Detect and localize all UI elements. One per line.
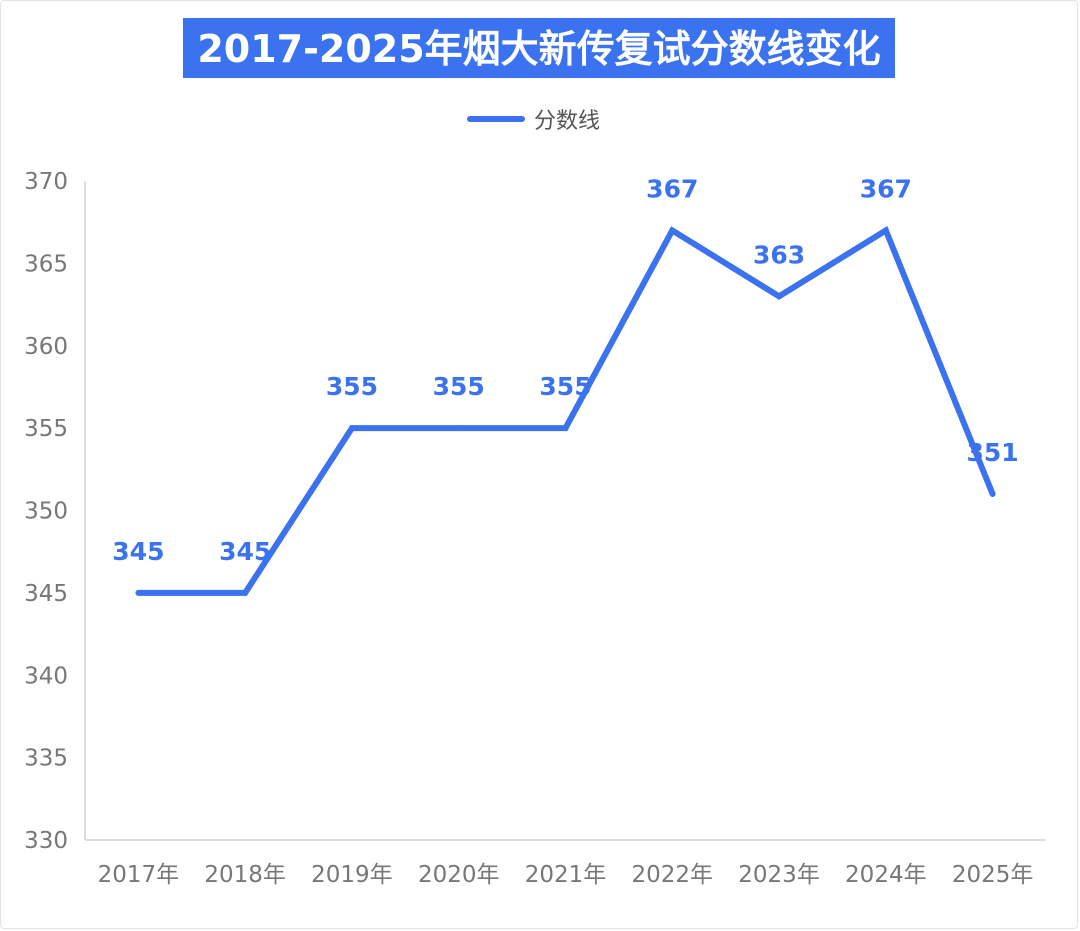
x-tick-label: 2018年	[204, 862, 286, 888]
x-tick-label: 2021年	[525, 862, 607, 888]
data-point	[242, 589, 249, 596]
data-label: 355	[326, 372, 378, 401]
legend: 分数线	[467, 109, 600, 134]
series-layer	[135, 226, 996, 596]
data-label: 363	[753, 240, 805, 269]
x-tick-label: 2025年	[952, 862, 1034, 888]
y-tick-label: 365	[24, 251, 68, 277]
data-label: 367	[646, 174, 698, 203]
x-tick-label: 2019年	[311, 862, 393, 888]
y-tick-label: 350	[24, 499, 68, 525]
data-labels: 345 345 355 355 355 367 363 367 351	[112, 174, 1018, 565]
y-tick-label: 345	[24, 581, 68, 607]
x-tick-label: 2022年	[632, 862, 714, 888]
y-axis: 330 335 340 345 350 355 360 365 370	[24, 169, 86, 854]
data-label: 367	[860, 174, 912, 203]
chart-title-background	[183, 18, 895, 78]
data-point	[562, 425, 569, 432]
data-point	[882, 227, 889, 234]
x-tick-label: 2023年	[738, 862, 820, 888]
y-tick-label: 360	[24, 334, 68, 360]
data-point	[348, 425, 355, 432]
data-label: 351	[967, 438, 1019, 467]
data-label: 355	[539, 372, 591, 401]
y-tick-label: 335	[24, 746, 68, 772]
data-point	[455, 425, 462, 432]
data-point	[776, 293, 783, 300]
x-tick-label: 2020年	[418, 862, 500, 888]
x-tick-label: 2024年	[845, 862, 927, 888]
x-tick-label: 2017年	[98, 862, 180, 888]
data-label: 355	[433, 372, 485, 401]
drop-lines	[137, 230, 994, 832]
chart-title: 2017-2025年烟大新传复试分数线变化	[197, 27, 880, 71]
x-axis: 2017年 2018年 2019年 2020年 2021年 2022年 2023年 2024年…	[85, 839, 1046, 888]
data-point	[135, 589, 142, 596]
y-tick-label: 355	[24, 416, 68, 442]
data-label: 345	[219, 537, 271, 566]
data-point	[989, 491, 996, 498]
legend-label: 分数线	[534, 109, 600, 134]
data-label: 345	[112, 537, 164, 566]
y-tick-label: 340	[24, 663, 68, 689]
y-tick-label: 370	[24, 169, 68, 195]
y-tick-label: 330	[24, 828, 68, 854]
data-point	[669, 227, 676, 234]
